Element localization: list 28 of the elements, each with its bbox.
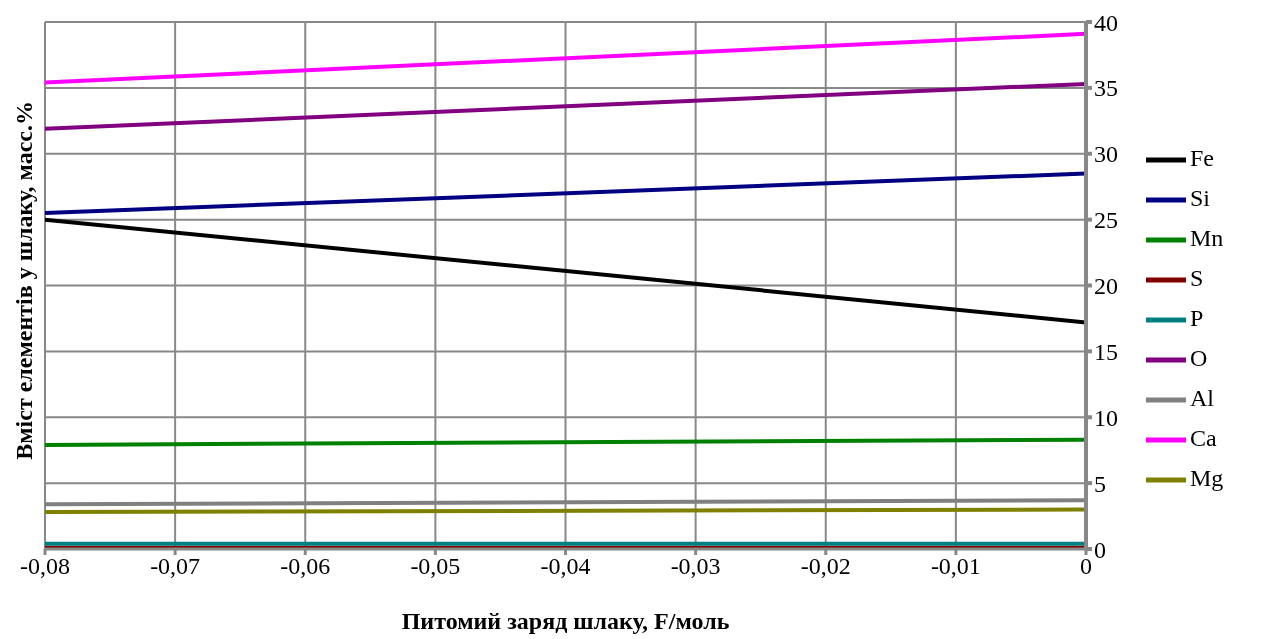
y-tick-label: 10 — [1094, 404, 1118, 431]
y-tick-label: 30 — [1094, 141, 1118, 168]
legend-label: Ca — [1190, 424, 1217, 451]
legend-label: Mn — [1190, 224, 1224, 251]
y-tick-label: 35 — [1094, 75, 1118, 102]
x-tick-label: -0,05 — [410, 553, 461, 580]
y-tick-label: 20 — [1094, 273, 1118, 300]
legend-label: O — [1190, 344, 1208, 371]
x-tick-label: -0,08 — [20, 553, 70, 580]
legend-label: P — [1190, 304, 1204, 331]
y-tick-label: 40 — [1094, 9, 1118, 36]
legend-label: Si — [1190, 184, 1211, 211]
y-tick-label: 5 — [1094, 470, 1106, 497]
x-tick-label: -0,07 — [150, 553, 201, 580]
y-tick-label: 15 — [1094, 338, 1118, 365]
x-axis-title: Питомий заряд шлаку, F/моль — [401, 608, 730, 634]
legend-label: Al — [1190, 384, 1214, 411]
y-tick-label: 25 — [1094, 207, 1118, 234]
legend-label: Fe — [1190, 144, 1214, 171]
x-tick-label: -0,04 — [540, 553, 591, 580]
x-tick-label: -0,01 — [930, 553, 981, 580]
x-tick-label: -0,02 — [800, 553, 851, 580]
y-axis-title: Вміст елементів у шлаку, масс.% — [10, 101, 38, 460]
x-tick-label: -0,03 — [670, 553, 721, 580]
legend-label: Mg — [1190, 464, 1224, 491]
x-tick-label: -0,06 — [280, 553, 331, 580]
legend-label: S — [1190, 264, 1204, 291]
y-tick-label: 0 — [1094, 536, 1106, 563]
